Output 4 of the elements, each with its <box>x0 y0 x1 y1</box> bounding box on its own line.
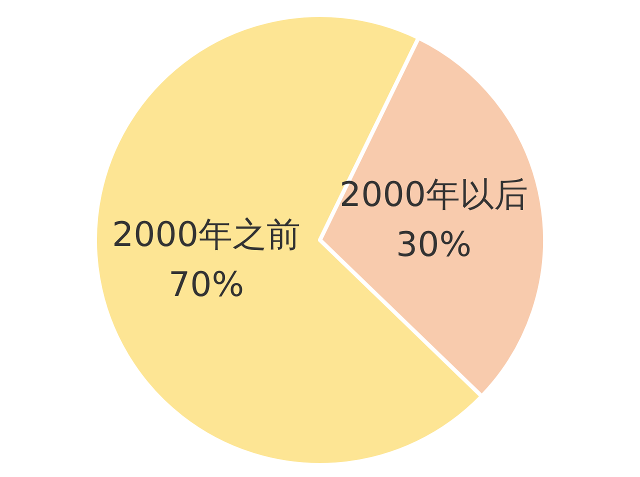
data-label: 30% <box>396 224 472 265</box>
data-label: 70% <box>168 265 244 306</box>
slice-label: 2000年以后 <box>339 174 528 215</box>
slice-label: 2000年之前 <box>112 215 301 256</box>
